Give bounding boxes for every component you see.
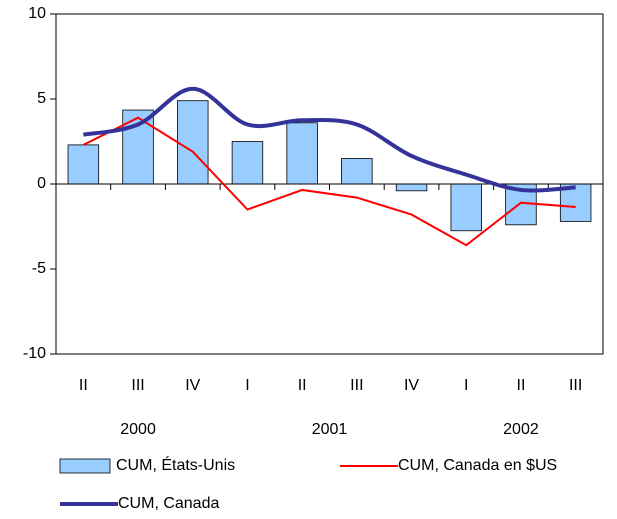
bar <box>395 183 428 192</box>
line <box>82 86 576 193</box>
bar <box>286 122 318 185</box>
y-tick-label: -10 <box>23 345 46 362</box>
legend-label: CUM, Canada en $US <box>398 457 557 474</box>
legend-label: CUM, Canada <box>118 495 219 512</box>
legend-label: CUM, États-Unis <box>116 455 235 474</box>
y-tick-label: 5 <box>37 90 46 107</box>
x-tick-label: III <box>350 377 363 394</box>
y-tick-label: 0 <box>37 175 46 192</box>
y-tick-label: -5 <box>32 260 46 277</box>
bar <box>122 109 154 185</box>
bar <box>177 100 209 185</box>
bar <box>450 183 482 232</box>
year-label: 2002 <box>503 421 539 438</box>
x-tick-label: II <box>298 377 307 394</box>
x-tick-label: IV <box>185 377 200 394</box>
x-tick-label: I <box>464 377 468 394</box>
bar <box>341 158 373 185</box>
x-tick-label: III <box>131 377 144 394</box>
year-label: 2000 <box>120 421 156 438</box>
year-label: 2001 <box>312 421 348 438</box>
x-tick-label: I <box>245 377 249 394</box>
x-tick-label: III <box>569 377 582 394</box>
bar <box>559 183 592 222</box>
x-tick-label: II <box>517 377 526 394</box>
x-tick-label: II <box>79 377 88 394</box>
bar <box>231 141 264 185</box>
y-tick-label: 10 <box>28 5 46 22</box>
x-tick-label: IV <box>404 377 419 394</box>
legend-swatch <box>59 458 111 474</box>
bar <box>67 144 100 185</box>
line <box>82 116 576 247</box>
